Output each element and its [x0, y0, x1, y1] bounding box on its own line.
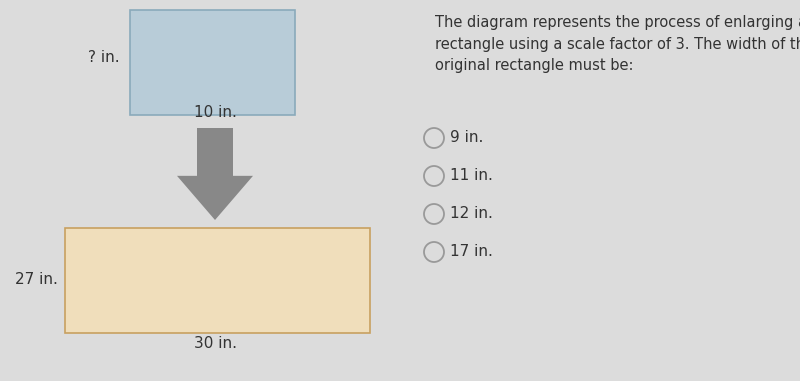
Bar [65, 228, 370, 333]
Text: 27 in.: 27 in. [15, 272, 58, 288]
Text: 11 in.: 11 in. [450, 168, 493, 184]
Text: The diagram represents the process of enlarging a
rectangle using a scale factor: The diagram represents the process of en… [435, 15, 800, 73]
Text: 17 in.: 17 in. [450, 245, 493, 259]
Bar [130, 10, 295, 115]
Text: ? in.: ? in. [88, 51, 120, 66]
Text: 9 in.: 9 in. [450, 131, 483, 146]
Text: 12 in.: 12 in. [450, 207, 493, 221]
Text: 10 in.: 10 in. [194, 105, 237, 120]
Text: 30 in.: 30 in. [194, 336, 237, 351]
Polygon shape [177, 128, 253, 220]
